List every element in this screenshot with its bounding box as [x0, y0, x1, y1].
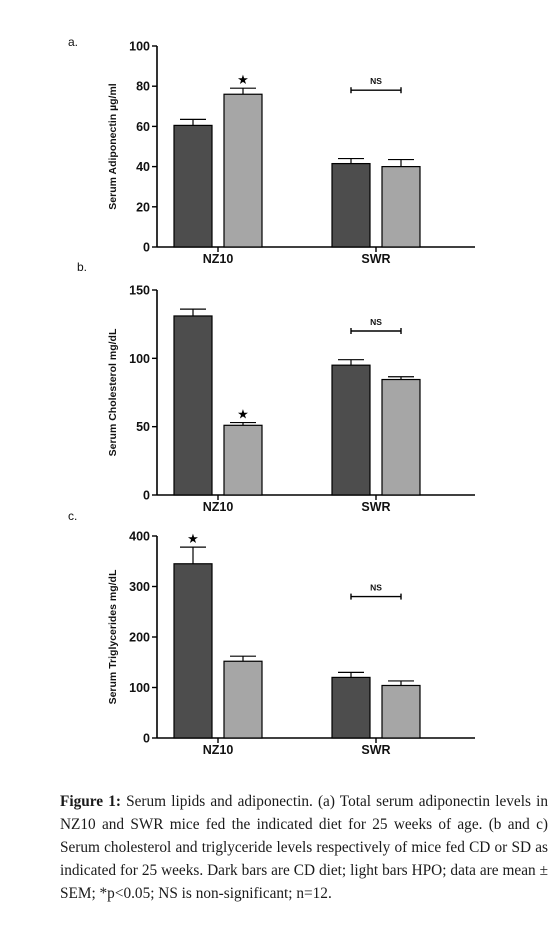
caption-label: Figure 1:	[60, 793, 121, 810]
y-tick-label: 200	[129, 631, 150, 645]
panel-label: c.	[68, 509, 77, 523]
y-tick-label: 0	[143, 489, 150, 503]
significance-star: ★	[187, 531, 199, 546]
panel-label: b.	[77, 260, 87, 274]
y-tick-label: 80	[136, 80, 150, 94]
y-axis-title: Serum Cholesterol mg/dL	[107, 328, 119, 456]
bar	[381, 684, 421, 739]
y-axis-title: Serum Triglycerides mg/dL	[107, 569, 119, 704]
y-tick-label: 20	[136, 200, 150, 214]
significance-star: ★	[237, 407, 249, 422]
category-label: NZ10	[203, 743, 234, 757]
figure-panels: a. 0 20 40 60 80 100 Serum Adiponectin µg/ml NZ1…	[68, 35, 475, 757]
bar	[223, 660, 263, 739]
y-tick-label: 50	[136, 420, 150, 434]
category-label: NZ10	[203, 500, 234, 514]
ns-label: NS	[370, 76, 382, 86]
category-label: SWR	[361, 500, 390, 514]
bar	[173, 124, 213, 248]
bar	[173, 315, 213, 496]
ns-label: NS	[370, 583, 382, 593]
significance-star: ★	[237, 72, 249, 87]
bar	[381, 378, 421, 496]
category-label: SWR	[361, 743, 390, 757]
ns-label: NS	[370, 317, 382, 327]
figure-caption: Figure 1: Serum lipids and adiponectin. …	[60, 790, 548, 905]
y-tick-label: 400	[129, 530, 150, 544]
caption-text: Serum lipids and adiponectin. (a) Total …	[60, 793, 548, 902]
bar	[223, 424, 263, 496]
y-tick-label: 40	[136, 160, 150, 174]
y-tick-label: 100	[129, 40, 150, 54]
bar	[331, 364, 371, 496]
y-tick-label: 100	[129, 352, 150, 366]
y-tick-label: 100	[129, 681, 150, 695]
category-label: SWR	[361, 252, 390, 266]
y-tick-label: 0	[143, 732, 150, 746]
bar	[331, 676, 371, 739]
y-tick-label: 150	[129, 284, 150, 298]
y-tick-label: 60	[136, 120, 150, 134]
y-tick-label: 0	[143, 241, 150, 255]
category-label: NZ10	[203, 252, 234, 266]
y-tick-label: 300	[129, 580, 150, 594]
bar	[331, 162, 371, 248]
bar	[223, 93, 263, 248]
bar	[381, 166, 421, 248]
panel-label: a.	[68, 35, 78, 49]
y-axis-title: Serum Adiponectin µg/ml	[107, 83, 119, 210]
bar	[173, 563, 213, 739]
